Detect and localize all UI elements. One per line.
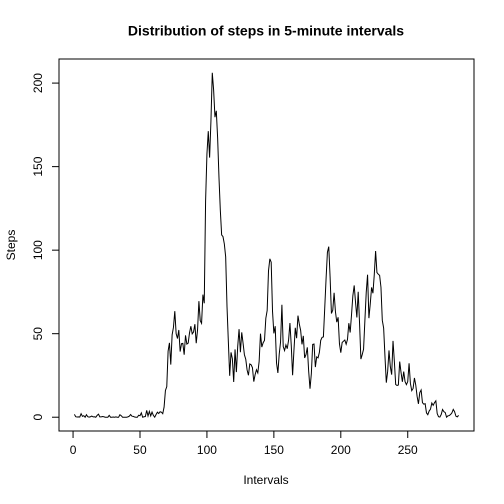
plot-frame xyxy=(58,58,475,432)
x-tick-label: 0 xyxy=(70,443,77,457)
y-tick-label: 50 xyxy=(31,327,45,341)
x-tick-label: 200 xyxy=(331,443,351,457)
y-tick-label: 0 xyxy=(31,414,45,421)
chart-title: Distribution of steps in 5-minute interv… xyxy=(128,23,404,39)
x-axis-label: Intervals xyxy=(243,473,288,487)
x-tick-label: 100 xyxy=(197,443,217,457)
y-tick-label: 150 xyxy=(31,156,45,176)
data-line xyxy=(73,72,459,419)
x-tick-label: 50 xyxy=(133,443,147,457)
x-tick-label: 150 xyxy=(264,443,284,457)
y-tick-label: 200 xyxy=(31,73,45,93)
y-axis-label: Steps xyxy=(4,230,18,261)
x-tick-label: 250 xyxy=(398,443,418,457)
y-tick-label: 100 xyxy=(31,240,45,260)
